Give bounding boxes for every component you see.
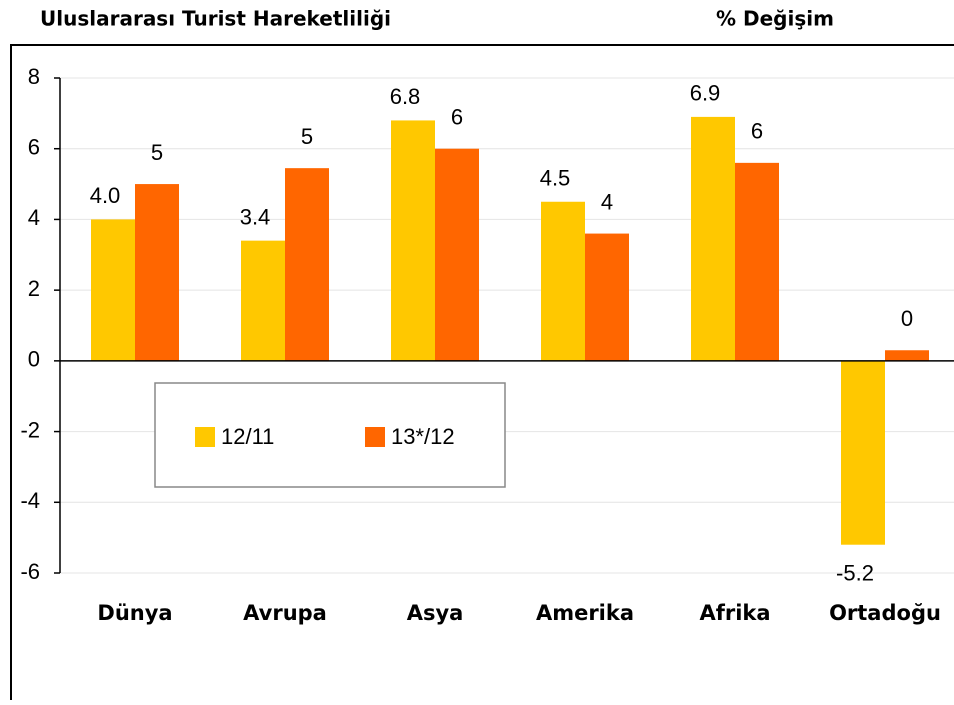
y-tick-label: 6 [28,135,40,160]
bar [285,168,329,361]
legend-label: 12/11 [221,424,274,449]
value-label: 6 [451,105,463,130]
value-label: 6.8 [390,84,421,109]
y-tick-label: -4 [20,488,40,513]
x-tick-label: Asya [407,601,464,625]
bar [241,240,285,361]
chart-subtitle: % Değişim [716,7,834,31]
value-label: 3.4 [240,204,271,229]
x-tick-label: Amerika [536,601,634,625]
value-label: 4.0 [90,183,121,208]
legend-swatch [365,427,385,447]
bar [585,233,629,361]
bar [391,120,435,361]
y-tick-label: 0 [28,347,40,372]
value-label: 5 [301,124,313,149]
y-tick-label: 8 [28,64,40,89]
bar [885,350,929,361]
value-label: 5 [151,140,163,165]
value-label: -5.2 [836,561,874,586]
bar [91,219,135,361]
bar [691,116,735,361]
y-tick-label: -2 [20,417,40,442]
value-label: 6.9 [690,81,721,106]
legend-swatch [195,427,215,447]
bar [841,360,885,545]
x-tick-label: Ortadoğu [829,601,941,625]
bar [735,162,779,361]
value-label: 4.5 [540,166,571,191]
y-tick-label: 2 [28,276,40,301]
y-tick-label: -6 [20,559,40,584]
bar [541,201,585,361]
y-tick-label: 4 [28,205,40,230]
legend-label: 13*/12 [391,424,455,449]
bar [135,184,179,361]
bar [435,148,479,361]
x-tick-label: Avrupa [243,601,327,625]
value-label: 0 [901,306,913,331]
chart-title: Uluslararası Turist Hareketliliği [40,7,391,31]
value-label: 6 [751,119,763,144]
x-tick-label: Afrika [699,601,770,625]
x-tick-label: Dünya [97,601,172,625]
chart-frame [10,44,954,705]
value-label: 4 [601,189,613,214]
legend-box [154,382,506,488]
